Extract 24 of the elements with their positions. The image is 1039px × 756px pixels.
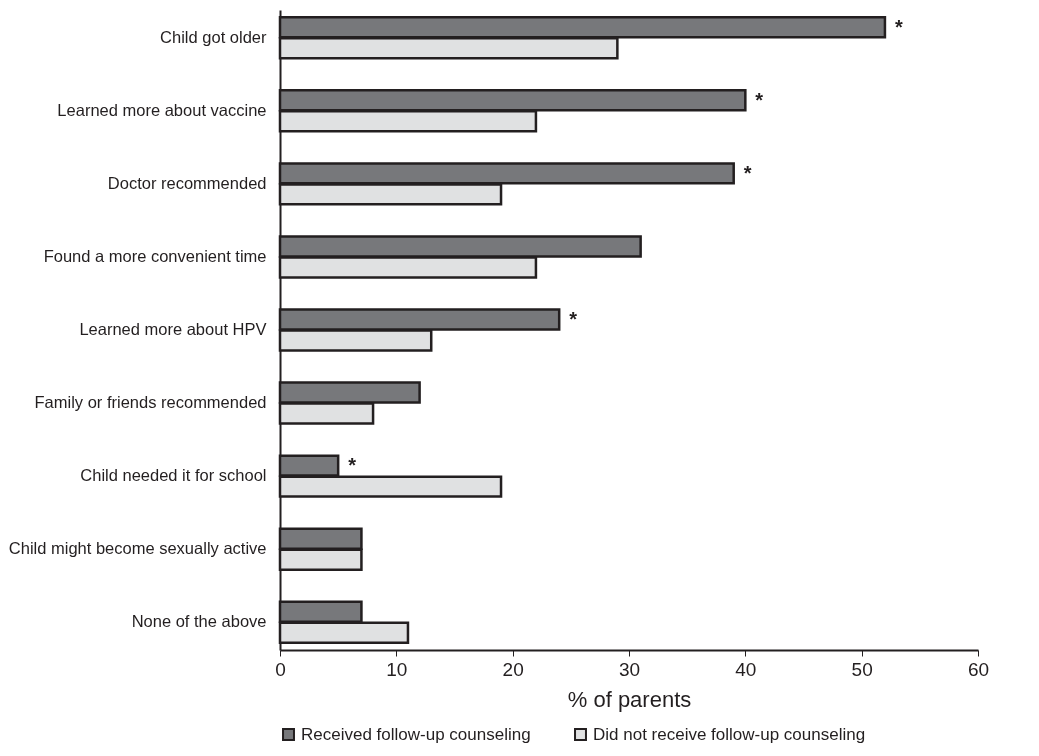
y-tick-label: None of the above bbox=[131, 612, 267, 631]
annotation: * bbox=[569, 308, 578, 330]
y-tick-label: Doctor recommended bbox=[107, 173, 267, 192]
y-tick-label: Found a more convenient time bbox=[43, 246, 267, 265]
legend-label: Did not receive follow-up counseling bbox=[593, 724, 866, 744]
y-tick-label: Learned more about HPV bbox=[79, 320, 267, 338]
y-tick-label: Child might become sexually active bbox=[8, 539, 267, 558]
x-tick-label: 40 bbox=[735, 658, 757, 680]
x-tick-label: 20 bbox=[502, 658, 524, 680]
x-axis-title: % of parents bbox=[567, 686, 692, 712]
annotation: * bbox=[755, 88, 764, 111]
y-tick-label: Family or friends recommended bbox=[34, 393, 267, 412]
x-tick-label: 0 bbox=[275, 658, 286, 680]
x-tick-label: 10 bbox=[386, 658, 408, 680]
legend-label: Received follow-up counseling bbox=[301, 724, 531, 744]
y-tick-label: Child needed it for school bbox=[80, 466, 267, 485]
y-tick-label: Child got older bbox=[160, 27, 267, 46]
annotation: * bbox=[894, 15, 903, 38]
annotation: * bbox=[743, 161, 752, 184]
x-tick-label: 30 bbox=[618, 658, 641, 680]
x-tick-label: 50 bbox=[851, 658, 873, 680]
annotation: * bbox=[348, 454, 357, 477]
y-tick-label: Learned more about vaccine bbox=[57, 100, 267, 119]
x-tick-label: 60 bbox=[967, 658, 990, 680]
